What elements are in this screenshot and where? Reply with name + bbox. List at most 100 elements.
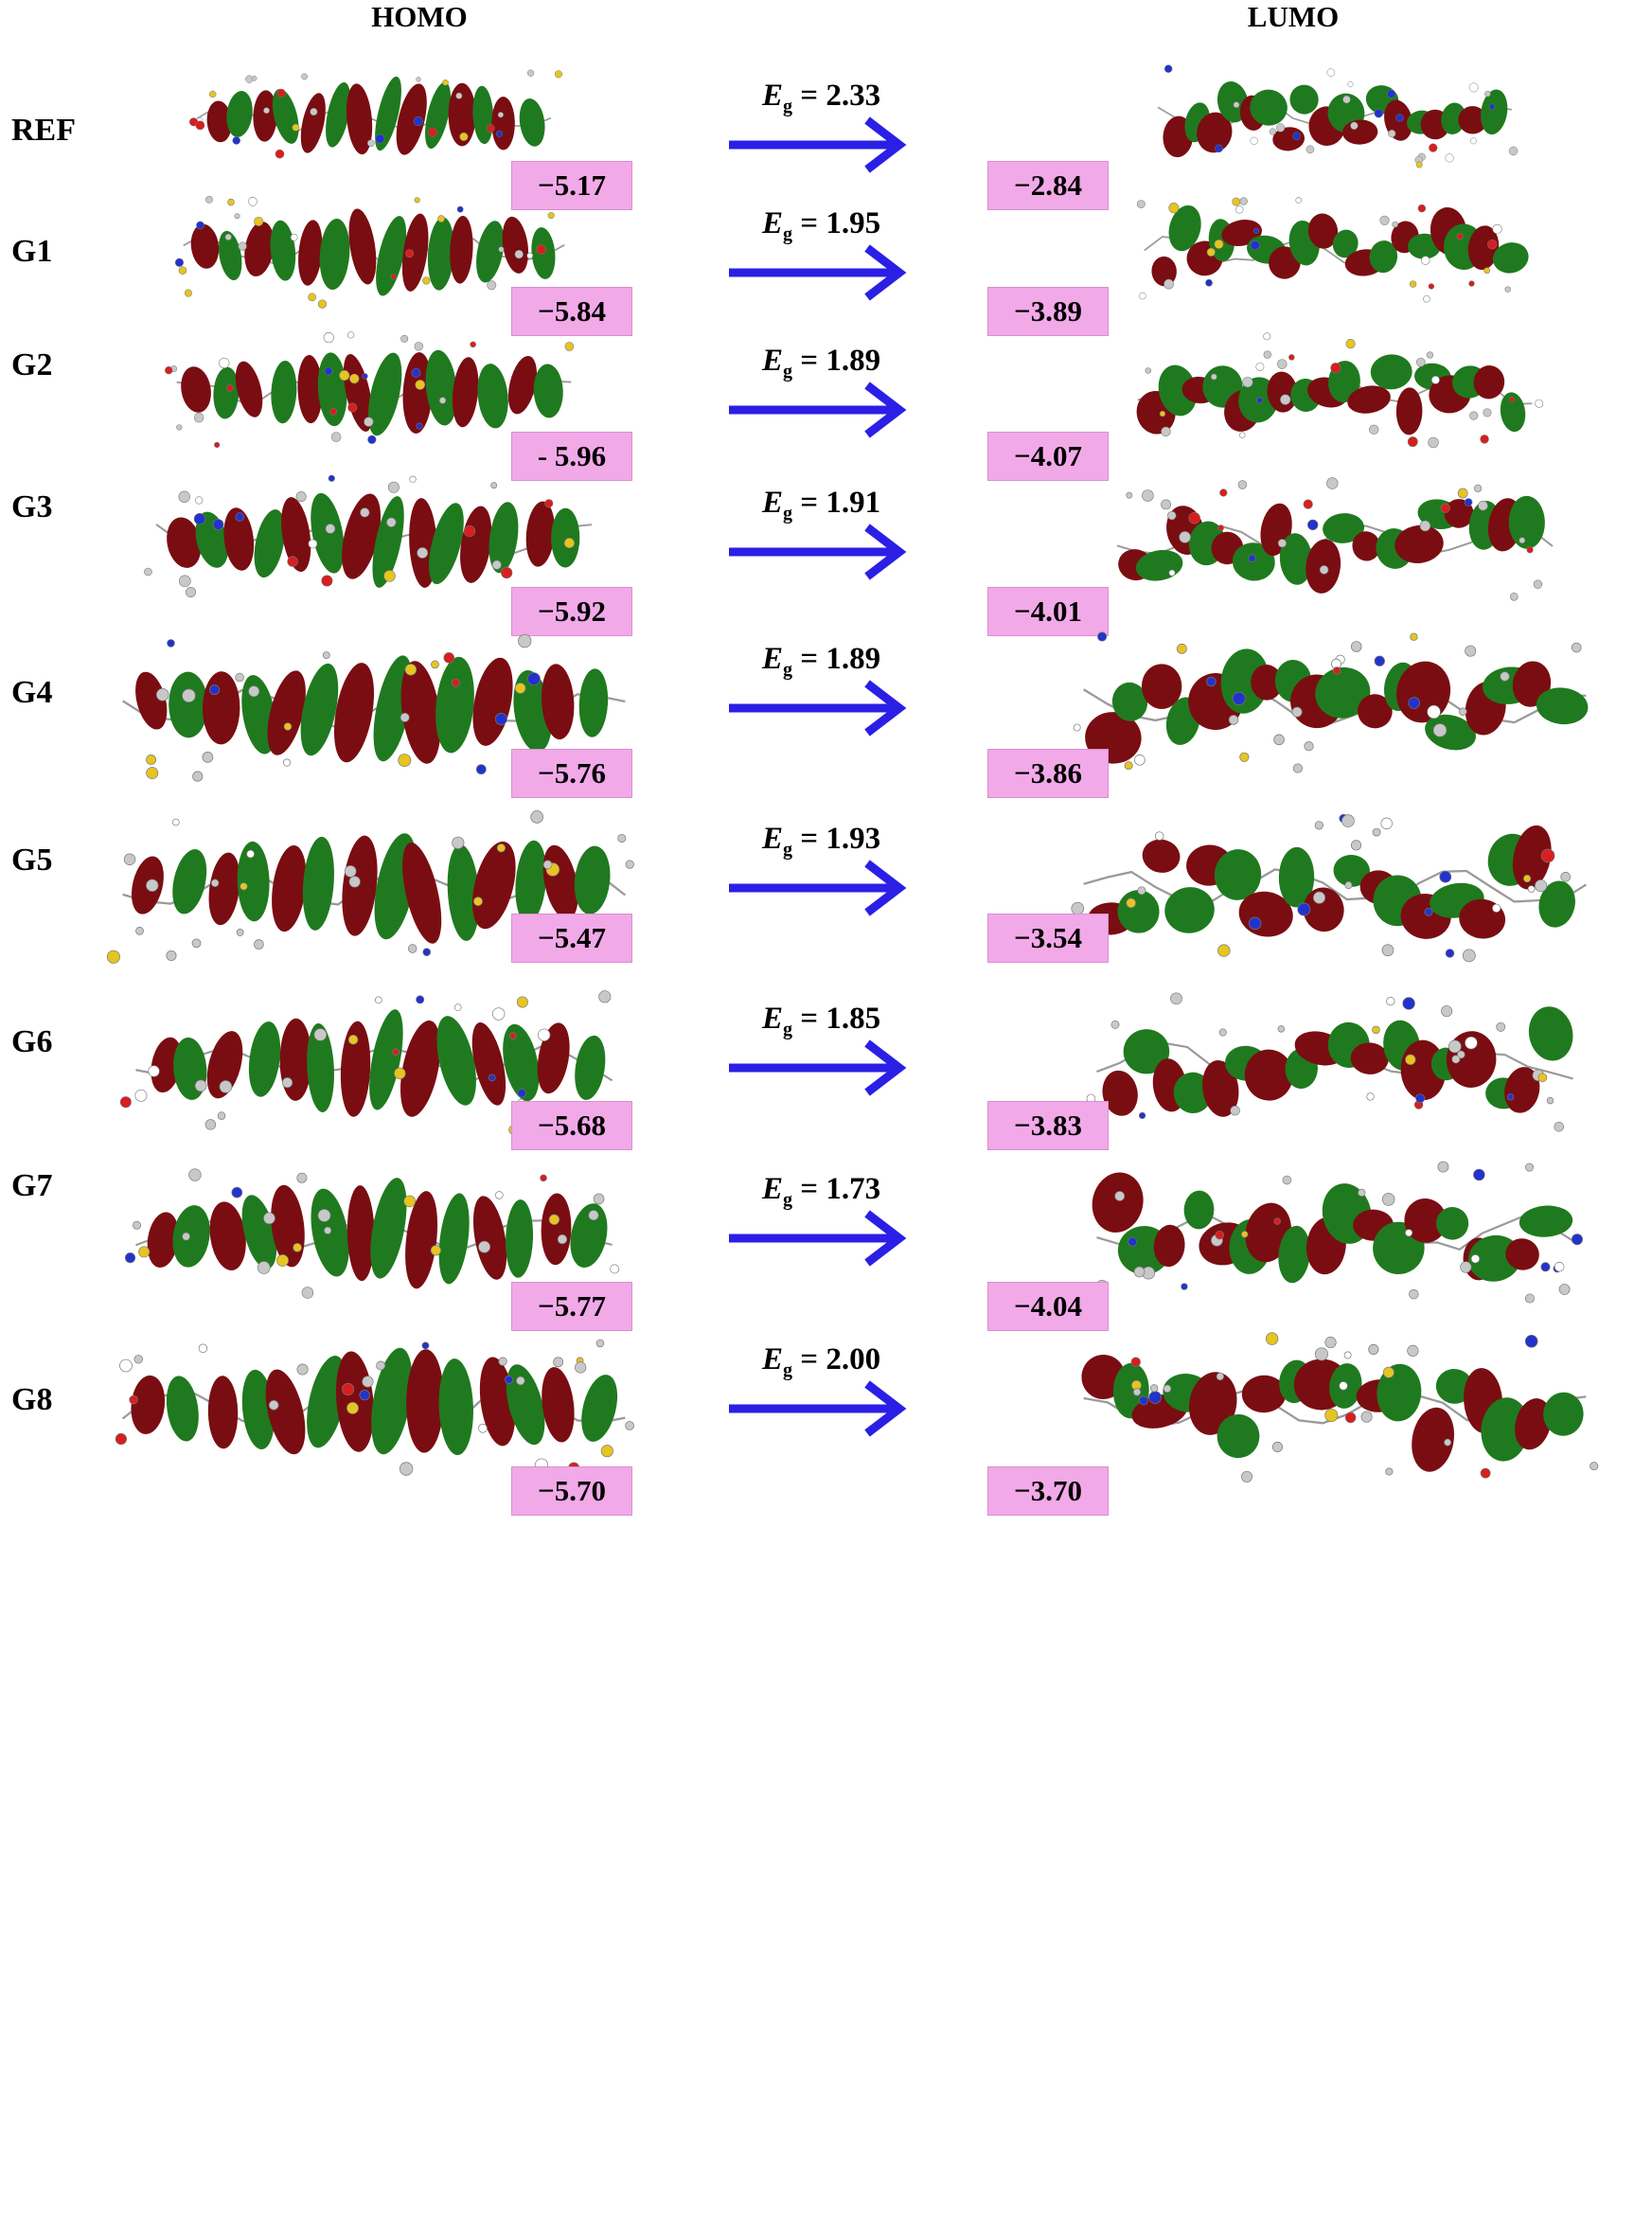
atom (283, 758, 292, 767)
negative-lobe (533, 364, 563, 418)
negative-lobe (248, 1021, 281, 1097)
atom (328, 474, 335, 482)
atom (1380, 817, 1393, 830)
atom (526, 252, 534, 259)
negative-lobe (506, 1364, 545, 1446)
row-label: G6 (11, 1024, 53, 1059)
atom (275, 149, 285, 159)
negative-lobe (317, 352, 347, 427)
atom (1407, 436, 1418, 448)
positive-lobe (1347, 385, 1391, 414)
atom (1242, 377, 1253, 388)
atom (1276, 123, 1286, 133)
homo-orbital-image (124, 1168, 620, 1300)
homo-energy-box: −5.68 (511, 1101, 632, 1150)
positive-lobe (1467, 225, 1500, 271)
atom (1415, 161, 1423, 169)
atom (1148, 1391, 1163, 1404)
negative-lobe (371, 1347, 413, 1455)
band-gap-label: Eg = 2.00 (762, 1342, 881, 1381)
atom (504, 1375, 513, 1384)
positive-lobe (343, 353, 373, 432)
lumo-energy-box: −4.01 (987, 587, 1109, 636)
atom (422, 948, 431, 956)
negative-lobe (237, 841, 270, 922)
atom (227, 198, 235, 206)
atom (1445, 949, 1455, 958)
atom (1558, 1284, 1571, 1295)
atom (134, 1089, 148, 1102)
atom (1430, 375, 1440, 384)
positive-lobe (348, 208, 377, 285)
positive-lobe (1244, 1049, 1293, 1101)
atom (1273, 1217, 1281, 1225)
positive-lobe (298, 220, 323, 286)
atom (1149, 1384, 1159, 1393)
positive-lobe (396, 83, 427, 155)
atom (1415, 1093, 1426, 1104)
atom (176, 424, 183, 431)
atom (1368, 1343, 1379, 1355)
atom (1217, 524, 1224, 531)
atom (1326, 68, 1336, 77)
atom (346, 331, 355, 339)
band-gap-label: Eg = 1.89 (762, 642, 881, 681)
atom (195, 496, 204, 505)
atom (293, 1243, 302, 1252)
atom (1468, 82, 1479, 93)
positive-lobe (507, 356, 538, 415)
atom (1480, 435, 1489, 444)
atom (178, 490, 190, 503)
atom (1280, 394, 1291, 405)
atom (1410, 632, 1418, 641)
negative-lobe (1481, 1397, 1530, 1462)
atom (1277, 359, 1288, 369)
atom (144, 567, 152, 577)
atom (1345, 339, 1356, 349)
atom (301, 73, 308, 80)
atom (517, 1089, 526, 1098)
atom (138, 1246, 151, 1258)
atom (263, 107, 270, 115)
atom (400, 712, 410, 722)
homo-orbital-image (188, 69, 562, 159)
atom (1312, 891, 1326, 904)
positive-lobe (346, 1185, 375, 1282)
atom (235, 512, 244, 522)
band-gap-label: Eg = 1.93 (762, 822, 881, 861)
atom (487, 280, 497, 291)
atom (593, 1193, 605, 1205)
positive-lobe (265, 1369, 306, 1455)
atom (184, 289, 192, 297)
atom (422, 276, 431, 285)
atom (1546, 1096, 1554, 1105)
negative-lobe (1543, 1392, 1584, 1436)
positive-lobe (244, 222, 275, 277)
atom (1374, 655, 1385, 666)
atom (1459, 707, 1467, 717)
row-label: G7 (11, 1168, 53, 1203)
band-gap-value: = 1.93 (800, 822, 881, 856)
positive-lobe (1394, 524, 1444, 564)
atom (1470, 137, 1477, 145)
atom (497, 112, 504, 118)
atom (1405, 1054, 1416, 1066)
atom (1358, 1188, 1366, 1197)
atom (341, 1382, 355, 1395)
transition-arrow (729, 680, 907, 737)
negative-lobe (1232, 542, 1275, 581)
atom (1428, 436, 1439, 449)
negative-lobe (1536, 687, 1589, 725)
atom (1522, 874, 1532, 883)
atom (254, 216, 264, 226)
atom (148, 1065, 160, 1077)
negative-lobe (1481, 89, 1508, 135)
atom (119, 1096, 132, 1109)
atom (248, 197, 258, 206)
negative-lobe (326, 81, 351, 148)
negative-lobe (477, 364, 508, 429)
atom (1388, 129, 1396, 138)
negative-lobe (172, 849, 207, 914)
atom (1263, 350, 1271, 359)
atom (1420, 256, 1430, 265)
